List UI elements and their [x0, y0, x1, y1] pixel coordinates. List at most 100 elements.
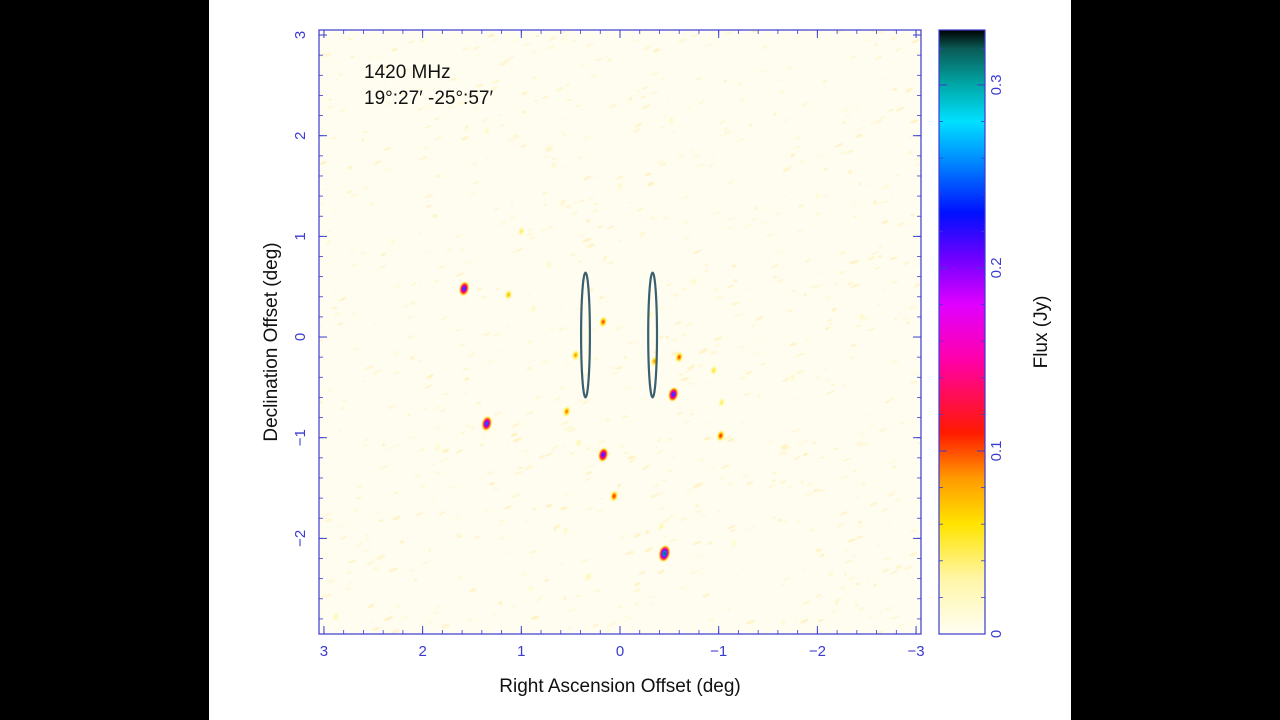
noise-speckle: [490, 86, 498, 91]
noise-speckle: [424, 193, 434, 199]
noise-speckle: [347, 572, 353, 575]
noise-speckle: [418, 155, 428, 161]
noise-speckle: [378, 519, 384, 523]
noise-speckle: [505, 443, 510, 447]
noise-speckle: [616, 605, 624, 609]
noise-speckle: [862, 118, 867, 122]
noise-speckle: [668, 538, 679, 543]
noise-speckle: [424, 125, 432, 129]
noise-speckle: [873, 266, 881, 270]
noise-speckle: [716, 295, 724, 300]
noise-speckle: [597, 225, 603, 229]
noise-speckle: [706, 467, 717, 471]
noise-speckle: [668, 514, 676, 519]
noise-speckle: [639, 95, 647, 99]
noise-speckle: [688, 280, 692, 283]
radio-source: [585, 572, 592, 582]
noise-speckle: [814, 594, 822, 598]
noise-speckle: [894, 361, 900, 365]
noise-speckle: [684, 420, 691, 423]
noise-speckle: [429, 470, 434, 474]
noise-speckle: [362, 548, 371, 554]
noise-speckle: [582, 373, 589, 378]
noise-speckle: [907, 150, 913, 154]
noise-speckle: [387, 404, 396, 410]
noise-speckle: [883, 557, 892, 561]
noise-speckle: [649, 91, 659, 95]
noise-speckle: [692, 541, 702, 545]
noise-speckle: [467, 352, 476, 358]
noise-speckle: [487, 470, 495, 476]
noise-speckle: [740, 420, 744, 424]
noise-speckle: [410, 569, 414, 572]
y-tick-label: 1: [292, 232, 309, 240]
radio-source: [481, 416, 492, 432]
noise-speckle: [515, 248, 524, 252]
noise-speckle: [666, 603, 672, 606]
noise-speckle: [525, 411, 535, 415]
noise-speckle: [433, 425, 441, 430]
noise-speckle: [551, 164, 556, 168]
noise-speckle: [825, 326, 831, 330]
noise-speckle: [781, 576, 791, 582]
noise-speckle: [494, 349, 501, 353]
noise-speckle: [560, 506, 568, 511]
noise-speckle: [499, 519, 505, 522]
noise-speckle: [523, 449, 529, 453]
noise-speckle: [451, 77, 456, 82]
noise-speckle: [917, 499, 921, 503]
noise-speckle: [493, 411, 503, 417]
noise-speckle: [347, 165, 353, 170]
noise-speckle: [367, 604, 375, 609]
noise-speckle: [364, 438, 370, 441]
noise-speckle: [409, 435, 418, 440]
noise-speckle: [479, 443, 485, 447]
noise-speckle: [727, 437, 735, 443]
noise-speckle: [740, 97, 747, 101]
noise-speckle: [698, 458, 705, 462]
x-tick-label: 0: [616, 643, 624, 660]
noise-speckle: [647, 595, 655, 599]
y-tick-label: 2: [292, 132, 309, 140]
noise-speckle: [347, 559, 357, 564]
noise-speckle: [665, 96, 670, 99]
noise-speckle: [852, 554, 857, 559]
noise-speckle: [553, 524, 560, 529]
noise-speckle: [319, 584, 322, 588]
noise-speckle: [655, 450, 664, 455]
noise-speckle: [534, 395, 542, 400]
noise-speckle: [628, 201, 632, 205]
noise-speckle: [473, 46, 480, 50]
noise-speckle: [560, 166, 565, 169]
noise-speckle: [781, 378, 790, 383]
noise-speckle: [876, 542, 883, 547]
noise-speckle: [856, 134, 863, 138]
noise-speckle: [785, 485, 794, 490]
x-tick-label: −2: [809, 643, 826, 660]
noise-speckle: [388, 610, 393, 614]
noise-speckle: [344, 586, 353, 591]
noise-speckle: [469, 588, 477, 593]
noise-speckle: [361, 94, 365, 96]
noise-speckle: [649, 216, 654, 220]
noise-speckle: [434, 605, 442, 610]
noise-speckle: [319, 203, 324, 207]
noise-speckle: [455, 449, 464, 454]
noise-speckle: [890, 36, 898, 41]
noise-speckle: [498, 220, 508, 226]
noise-speckle: [776, 250, 784, 254]
noise-speckle: [771, 264, 779, 268]
noise-speckle: [461, 431, 466, 434]
frequency-label: 1420 MHz: [364, 62, 451, 83]
noise-speckle: [474, 53, 482, 57]
noise-speckle: [493, 332, 501, 337]
noise-speckle: [386, 102, 394, 107]
noise-speckle: [325, 518, 333, 523]
noise-speckle: [662, 216, 669, 221]
noise-speckle: [361, 137, 365, 142]
noise-speckle: [699, 348, 708, 354]
noise-speckle: [499, 124, 505, 127]
noise-speckle: [509, 250, 517, 254]
noise-speckle: [429, 107, 437, 112]
noise-speckle: [878, 116, 886, 120]
